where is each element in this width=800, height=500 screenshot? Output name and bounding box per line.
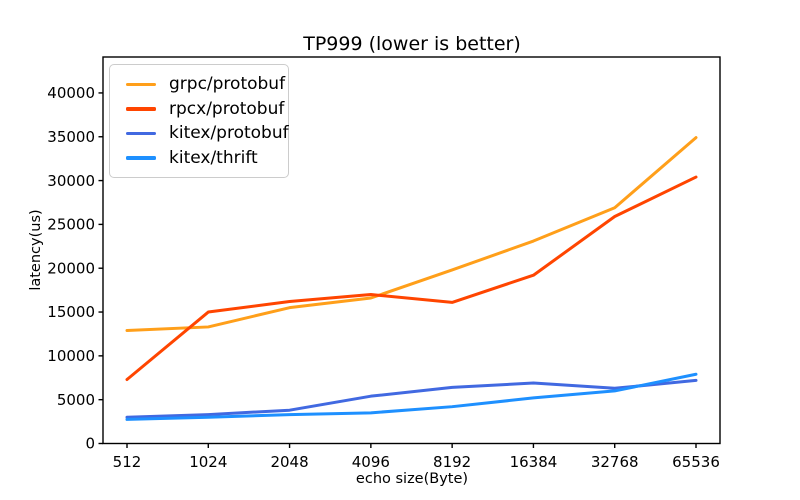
x-tick-label: 8192: [433, 453, 471, 471]
x-tick-label: 1024: [189, 453, 227, 471]
x-tick-label: 512: [113, 453, 142, 471]
y-tick-label: 0: [85, 435, 95, 453]
y-tick-label: 40000: [47, 84, 95, 102]
y-tick-label: 20000: [47, 259, 95, 277]
legend-item-kitex-protobuf: kitex/protobuf: [126, 121, 289, 146]
y-tick-label: 25000: [47, 216, 95, 234]
legend-line-swatch: [126, 107, 156, 111]
legend-label: grpc/protobuf: [169, 74, 286, 95]
series-line-kitex-protobuf: [125, 378, 698, 419]
x-axis-label: echo size(Byte): [355, 471, 469, 487]
y-tick-label: 5000: [57, 391, 95, 409]
x-tick-label: 65536: [672, 453, 720, 471]
legend-line-swatch: [126, 82, 156, 86]
legend-label: rpcx/protobuf: [169, 98, 285, 119]
y-tick-label: 30000: [47, 172, 95, 190]
y-tick-label: 10000: [47, 347, 95, 365]
legend-line-swatch: [126, 156, 156, 160]
legend-item-rpcx-protobuf: rpcx/protobuf: [126, 97, 284, 122]
x-tick-label: 16384: [510, 453, 558, 471]
legend-item-kitex-thrift: kitex/thrift: [126, 146, 280, 171]
legend-item-grpc-protobuf: grpc/protobuf: [126, 72, 285, 97]
legend-label: kitex/thrift: [169, 147, 258, 168]
y-tick-label: 15000: [47, 303, 95, 321]
plot-border: [102, 56, 721, 445]
y-tick-label: 35000: [47, 128, 95, 146]
x-tick-label: 4096: [352, 453, 390, 471]
x-tick-label: 32768: [591, 453, 639, 471]
series-line-kitex-thrift: [125, 372, 698, 421]
x-tick-label: 2048: [270, 453, 308, 471]
legend-label: kitex/protobuf: [169, 123, 289, 144]
chart-title: TP999 (lower is better): [303, 33, 521, 55]
series-line-grpc-protobuf: [125, 136, 698, 332]
legend: grpc/protobuf rpcx/protobuf kitex/protobuf…: [109, 64, 289, 178]
legend-line-swatch: [126, 131, 156, 135]
series-line-rpcx-protobuf: [125, 175, 698, 382]
